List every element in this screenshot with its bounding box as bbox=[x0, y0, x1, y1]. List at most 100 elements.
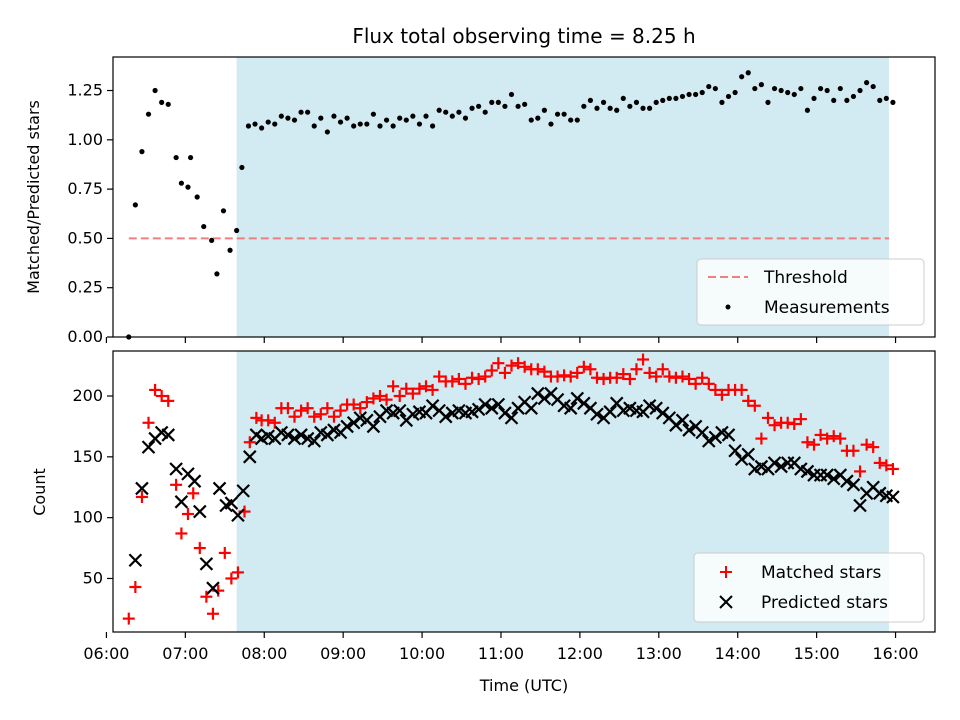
predicted-star-point bbox=[392, 403, 407, 418]
measurement-point bbox=[824, 87, 830, 94]
measurement-point bbox=[508, 91, 515, 98]
measurement-point bbox=[837, 85, 843, 92]
measurement-point bbox=[410, 113, 416, 119]
measurement-point bbox=[456, 109, 462, 115]
measurement-point bbox=[850, 93, 857, 100]
measurement-point bbox=[561, 111, 567, 117]
measurement-point bbox=[581, 103, 587, 109]
predicted-star-point bbox=[346, 415, 361, 430]
matched-star-point bbox=[225, 572, 238, 585]
measurement-point bbox=[877, 97, 883, 103]
predicted-star-point bbox=[504, 411, 519, 425]
measurement-point bbox=[285, 115, 291, 121]
x-tick-label: 08:00 bbox=[241, 644, 287, 663]
measurement-point bbox=[817, 85, 824, 92]
matched-star-point bbox=[360, 396, 373, 409]
matched-star-point bbox=[181, 508, 194, 521]
measurement-point bbox=[423, 113, 429, 119]
predicted-star-point bbox=[728, 443, 742, 458]
predicted-star-point bbox=[243, 450, 257, 464]
measurement-point bbox=[864, 80, 870, 86]
x-tick-label: 10:00 bbox=[399, 644, 445, 663]
matched-star-point bbox=[485, 364, 498, 377]
x-tick-label: 14:00 bbox=[715, 644, 761, 663]
matched-star-point bbox=[155, 390, 168, 403]
matched-star-point bbox=[630, 363, 643, 376]
measurement-point bbox=[234, 227, 240, 234]
predicted-star-point bbox=[161, 428, 176, 442]
predicted-star-point bbox=[478, 397, 492, 412]
predicted-star-point bbox=[498, 406, 512, 420]
matched-star-point bbox=[400, 382, 413, 395]
legend-threshold-label: Threshold bbox=[763, 268, 848, 288]
measurement-point bbox=[449, 113, 455, 119]
predicted-star-point bbox=[524, 401, 539, 415]
predicted-star-point bbox=[820, 468, 834, 482]
matched-star-point bbox=[472, 372, 485, 385]
measurement-point bbox=[278, 113, 284, 119]
matched-star-point bbox=[295, 404, 308, 417]
matched-star-point bbox=[466, 371, 479, 384]
matched-star-point bbox=[860, 438, 873, 451]
measurement-point bbox=[804, 107, 811, 113]
matched-star-point bbox=[886, 462, 899, 475]
measurement-point bbox=[739, 74, 745, 80]
matched-star-point bbox=[683, 372, 696, 385]
matched-star-point bbox=[584, 363, 597, 376]
predicted-star-point bbox=[774, 459, 788, 474]
matched-star-point bbox=[867, 441, 880, 454]
matched-star-point bbox=[433, 370, 446, 383]
matched-star-point bbox=[814, 428, 827, 441]
predicted-star-point bbox=[846, 478, 861, 492]
matched-star-point bbox=[676, 370, 689, 383]
measurement-point bbox=[145, 111, 152, 117]
matched-star-point bbox=[262, 414, 275, 427]
matched-star-point bbox=[531, 363, 544, 376]
measurement-point bbox=[469, 105, 475, 111]
predicted-star-point bbox=[438, 409, 453, 424]
measurement-point bbox=[568, 117, 574, 123]
predicted-star-point bbox=[135, 481, 149, 496]
measurement-point bbox=[607, 105, 613, 111]
measurement-point bbox=[548, 121, 554, 127]
measurement-point bbox=[429, 123, 436, 129]
matched-star-point bbox=[702, 377, 715, 390]
measurement-point bbox=[765, 99, 771, 105]
measurement-point bbox=[351, 123, 357, 129]
measurement-point bbox=[693, 91, 699, 98]
matched-star-point bbox=[834, 432, 847, 445]
predicted-star-point bbox=[128, 553, 143, 568]
measurement-point bbox=[139, 149, 145, 155]
x-tick-label: 12:00 bbox=[557, 644, 603, 663]
matched-star-point bbox=[768, 419, 781, 432]
matched-star-point bbox=[187, 487, 200, 500]
matched-star-point bbox=[669, 371, 682, 384]
measurement-point bbox=[377, 123, 383, 129]
predicted-star-point bbox=[294, 428, 308, 442]
matched-star-point bbox=[643, 366, 656, 379]
matched-star-point bbox=[558, 369, 571, 382]
matched-star-point bbox=[808, 438, 821, 451]
matched-star-point bbox=[200, 590, 213, 603]
predicted-star-point bbox=[281, 428, 295, 442]
measurement-point bbox=[214, 271, 220, 277]
predicted-star-point bbox=[721, 428, 736, 442]
ratio-panel-frame bbox=[112, 56, 936, 338]
predicted-star-point bbox=[669, 418, 683, 432]
matched-star-point bbox=[129, 580, 142, 593]
measurement-point bbox=[554, 111, 561, 117]
count-legend: Matched stars Predicted stars bbox=[693, 552, 925, 623]
legend-predicted-swatch bbox=[719, 595, 733, 609]
matched-star-point bbox=[420, 380, 433, 393]
measurement-point bbox=[185, 184, 191, 190]
measurement-point bbox=[187, 154, 194, 161]
measurement-point bbox=[857, 87, 863, 94]
count-panel: 50 100 150 200 06:00 07:00 08:00 09:00 10:00 11:… bbox=[30, 350, 936, 695]
measurement-point bbox=[679, 93, 686, 100]
measurement-point bbox=[528, 117, 534, 123]
measurement-point bbox=[245, 123, 252, 129]
legend-predicted-label: Predicted stars bbox=[761, 593, 888, 613]
matched-star-point bbox=[518, 360, 531, 373]
measurement-point bbox=[785, 89, 791, 96]
